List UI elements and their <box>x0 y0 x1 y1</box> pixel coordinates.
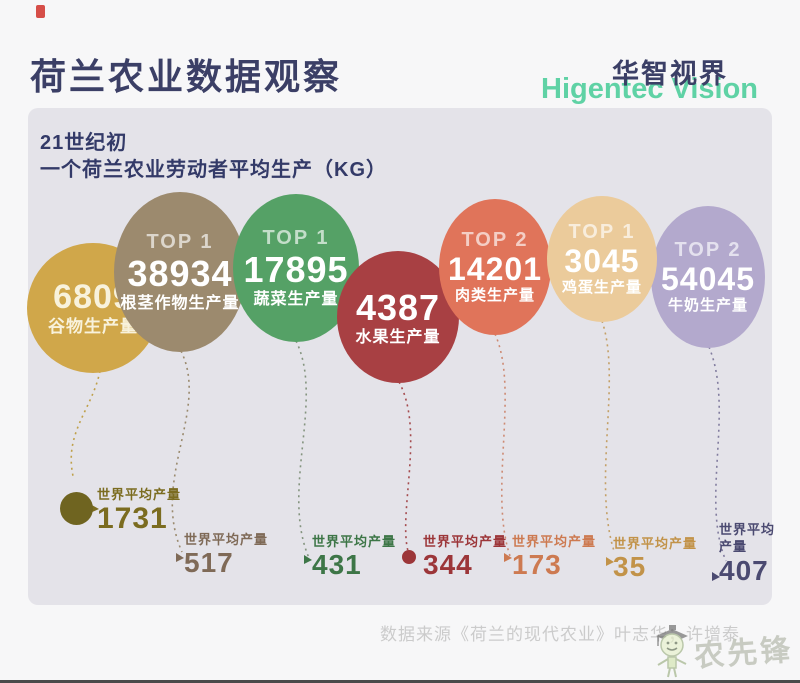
world-avg-milk: 世界平均产量 407 <box>719 522 785 585</box>
subtitle-line2: 一个荷兰农业劳动者平均生产（KG） <box>40 159 387 181</box>
world-avg-value: 431 <box>312 549 362 580</box>
subtitle-line1: 21世纪初 <box>40 132 128 154</box>
world-avg-value: 35 <box>613 551 647 582</box>
balloon-value: 54045 <box>661 260 755 297</box>
balloon-label: 水果生产量 <box>355 329 441 347</box>
balloon-value: 38934 <box>127 252 233 294</box>
balloon-fruit: 4387 水果生产量 <box>337 251 459 383</box>
balloon-label: 根茎作物生产量 <box>120 295 240 313</box>
balloon-label: 蔬菜生产量 <box>253 291 339 309</box>
world-avg-value: 344 <box>423 549 473 580</box>
rank-badge: TOP 1 <box>568 220 636 243</box>
bottom-border-line <box>0 680 800 683</box>
balloon-value: 17895 <box>243 248 349 290</box>
world-avg-value: 1731 <box>97 502 168 535</box>
rank-badge: TOP 2 <box>461 228 529 251</box>
balloon-label: 肉类生产量 <box>454 287 535 305</box>
world-avg-fruit: 世界平均产量 344 <box>423 531 507 579</box>
world-avg-label: 世界平均产量 <box>184 532 269 547</box>
world-avg-meat: 世界平均产量 173 <box>512 531 596 579</box>
data-source-text: 数据来源《荷兰的现代农业》叶志华；许增泰 <box>380 625 740 644</box>
mascot-icon <box>656 625 688 678</box>
world-avg-dot-grain <box>60 492 93 525</box>
rank-badge: TOP 2 <box>674 238 742 261</box>
world-avg-value: 173 <box>512 549 562 580</box>
world-avg-value: 407 <box>719 554 769 586</box>
balloon-value: 3045 <box>564 242 640 279</box>
world-avg-label: 世界平均产量 <box>423 534 508 549</box>
world-avg-label: 世界平均产量 <box>97 487 182 502</box>
balloon-eggs: TOP 1 3045 鸡蛋生产量 <box>547 196 657 322</box>
world-avg-vegetables: 世界平均产量 431 <box>312 531 396 579</box>
rank-badge: TOP 1 <box>146 230 214 253</box>
balloon-value: 14201 <box>448 250 542 287</box>
brand-logo-cn: 华智视界 <box>612 59 728 89</box>
balloon-milk: TOP 2 54045 牛奶生产量 <box>651 206 765 348</box>
balloon-label: 牛奶生产量 <box>667 297 748 315</box>
brand-logo-en: Higentec Vision <box>541 73 759 105</box>
page-title: 荷兰农业数据观察 <box>30 56 343 97</box>
world-avg-label: 世界平均产量 <box>312 534 397 549</box>
balloon-value: 4387 <box>355 286 441 328</box>
world-avg-dot-fruit <box>402 550 416 564</box>
balloon-root-crops: TOP 1 38934 根茎作物生产量 <box>114 192 246 352</box>
world-avg-root-crops: 世界平均产量 517 <box>184 529 268 577</box>
balloon-label: 谷物生产量 <box>48 317 138 337</box>
rank-badge: TOP 1 <box>262 226 330 249</box>
world-avg-grain: 世界平均产量 1731 <box>97 484 181 534</box>
world-avg-eggs: 世界平均产量 35 <box>613 533 697 581</box>
balloon-meat: TOP 2 14201 肉类生产量 <box>439 199 551 335</box>
red-corner-mark <box>36 5 45 18</box>
world-avg-value: 517 <box>184 547 234 578</box>
world-avg-label: 世界平均产量 <box>719 522 776 554</box>
balloon-label: 鸡蛋生产量 <box>561 279 642 297</box>
watermark-logo: 农先锋 <box>648 620 798 682</box>
watermark-name: 农先锋 <box>693 633 795 674</box>
world-avg-label: 世界平均产量 <box>512 534 597 549</box>
world-avg-label: 世界平均产量 <box>613 536 698 551</box>
